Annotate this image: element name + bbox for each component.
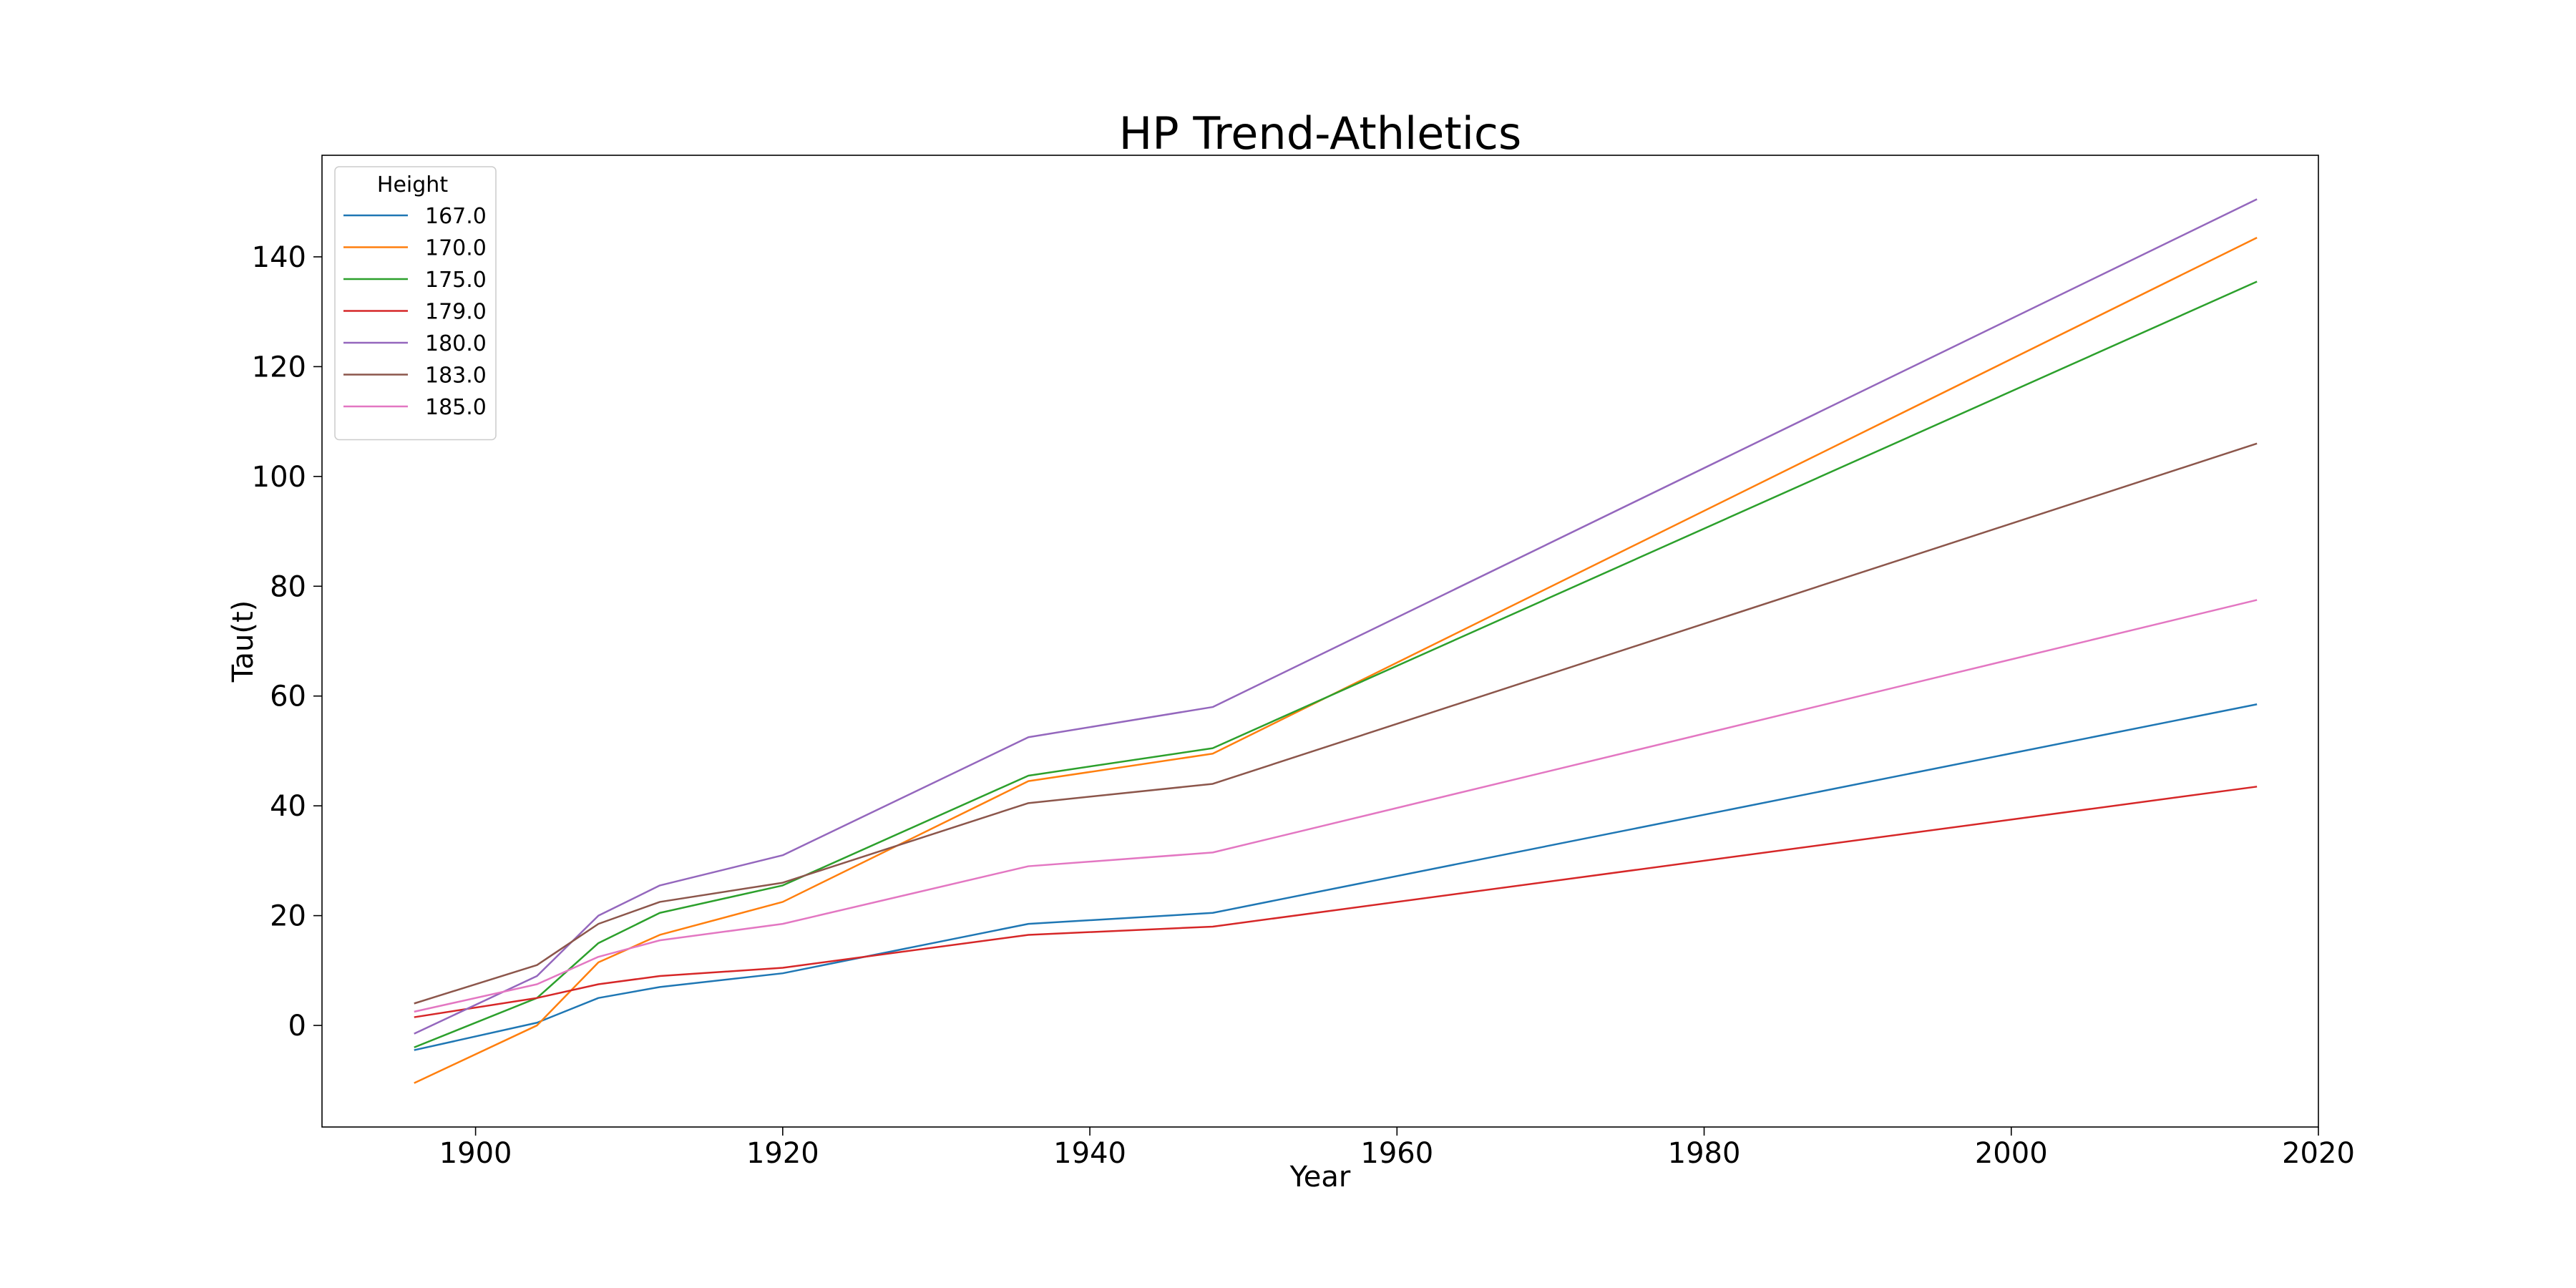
legend-label-183.0: 183.0 bbox=[425, 364, 487, 389]
x-tick-label-1960: 1960 bbox=[1360, 1137, 1433, 1170]
y-tick-label-140: 140 bbox=[252, 241, 306, 274]
legend-label-185.0: 185.0 bbox=[425, 395, 487, 420]
legend-label-179.0: 179.0 bbox=[425, 300, 487, 325]
y-tick-label-80: 80 bbox=[270, 570, 306, 603]
series-line-183.0 bbox=[414, 442, 2258, 1005]
series-line-175.0 bbox=[414, 280, 2258, 1048]
legend: Height 167.0 170.0 175.0 179.0 180.0 183.0 185.… bbox=[334, 166, 497, 441]
x-tick-label-2000: 2000 bbox=[1975, 1137, 2048, 1170]
legend-label-180.0: 180.0 bbox=[425, 331, 487, 356]
legend-label-175.0: 175.0 bbox=[425, 268, 487, 293]
x-tick-label-1940: 1940 bbox=[1053, 1137, 1126, 1170]
series-line-179.0 bbox=[414, 786, 2258, 1018]
legend-title: Height bbox=[377, 172, 448, 197]
series-line-167.0 bbox=[414, 703, 2258, 1051]
chart-title: HP Trend-Athletics bbox=[1119, 107, 1522, 160]
y-tick-label-100: 100 bbox=[252, 461, 306, 494]
y-tick-label-20: 20 bbox=[270, 900, 306, 933]
legend-label-167.0: 167.0 bbox=[425, 204, 487, 229]
x-tick-label-1900: 1900 bbox=[439, 1137, 512, 1170]
y-tick-label-0: 0 bbox=[288, 1010, 306, 1043]
series-line-170.0 bbox=[414, 236, 2258, 1084]
x-tick-label-1920: 1920 bbox=[746, 1137, 819, 1170]
y-tick-label-40: 40 bbox=[270, 790, 306, 823]
x-tick-label-1980: 1980 bbox=[1668, 1137, 1741, 1170]
plot-area bbox=[321, 155, 2319, 1128]
y-axis-ticks: 0 20 40 60 80 100 120 140 bbox=[252, 241, 322, 1043]
x-axis-ticks: 1900 1920 1940 1960 1980 2000 2020 bbox=[439, 1127, 2355, 1170]
y-tick-label-120: 120 bbox=[252, 351, 306, 384]
y-axis-label: Tau(t) bbox=[227, 600, 260, 683]
x-axis-label: Year bbox=[1289, 1161, 1351, 1194]
plot-frame bbox=[321, 155, 2319, 1128]
x-tick-label-2020: 2020 bbox=[2282, 1137, 2355, 1170]
series-line-180.0 bbox=[414, 198, 2258, 1035]
y-tick-label-60: 60 bbox=[270, 680, 306, 713]
legend-box bbox=[334, 166, 497, 441]
series-line-185.0 bbox=[414, 599, 2258, 1013]
legend-label-170.0: 170.0 bbox=[425, 236, 487, 261]
